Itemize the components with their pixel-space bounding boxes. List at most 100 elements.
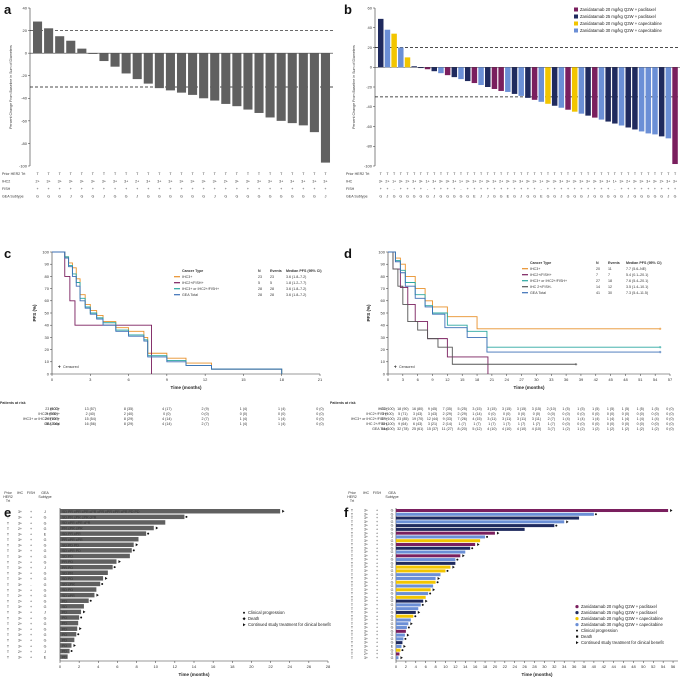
b-row-cell: T [614,172,617,176]
d-risk-cell: 0 (0) [533,412,540,416]
d-risk-cell: 3 (11) [487,417,496,421]
c-risk-cell: 28 (100) [45,422,58,426]
b-row-cell: J [480,195,482,199]
b-row-cell: G [426,195,429,199]
a-row-label: FISH [2,187,11,191]
f-swim-bar [396,648,401,652]
f-continued-marker [437,576,440,580]
a-row-cell: G [92,195,95,199]
a-bar [265,53,275,118]
d-risk-cell: 14 (100) [381,422,394,426]
c-x-tick-label: 3 [89,377,92,382]
d-risk-cell: 6 (43) [413,422,422,426]
b-row-cell: G [466,195,469,199]
e-row-cell: + [30,639,32,643]
a-row-cell: + [192,187,194,191]
f-row-cell: T [351,607,354,611]
a-bar [55,36,65,54]
f-col-header: Trt [350,499,354,503]
d-risk-title: Patients at risk [330,401,356,405]
f-legend-swatch [575,617,579,621]
a-row-cell: + [81,187,83,191]
b-row-cell: T [406,172,409,176]
e-col-header: Trt [6,499,10,503]
e-swim-bar [60,604,84,609]
f-x-tick-label: 12 [453,664,458,669]
e-row-cell: T [7,644,10,648]
e-row-cell: 3+ [18,605,22,609]
a-row-cell: G [180,195,183,199]
b-row-cell: + [627,187,629,191]
c-risk-label: IHC3+ or IHC2+/FISH+ [23,417,60,421]
b-row-cell: J [627,195,629,199]
d-risk-cell: 3 (7) [548,427,555,431]
a-row-cell: T [92,172,95,176]
a-row-cell: G [269,195,272,199]
e-response-text: SD cPR [62,583,75,587]
e-row-cell: 3+ [18,588,22,592]
e-col-header: GEA [41,491,49,495]
f-row-cell: G [391,603,394,607]
c-censored-label: Censored [63,365,79,369]
f-x-tick-label: 46 [621,664,626,669]
a-row-cell: + [36,187,38,191]
d-legend-median: 5.4 (0.1–20.1) [626,273,648,277]
b-bar [444,67,451,76]
d-km-curve [388,251,661,353]
a-row-cell: G [36,195,39,199]
f-row-cell: G [391,550,394,554]
a-row-cell: T [280,172,283,176]
f-x-tick-label: 22 [503,664,508,669]
e-swim-bar [60,559,117,564]
f-swim-bar [396,550,466,554]
d-legend-n: 14 [596,285,600,289]
e-x-axis-label: Time (months) [179,672,210,677]
c-risk-cell: 0 (0) [316,417,323,421]
e-row-cell: + [30,644,32,648]
f-x-tick-label: 30 [542,664,547,669]
e-response-text: SD cPR [62,594,75,598]
b-row-cell: 3+ [379,180,383,184]
d-x-tick-label: 36 [564,377,569,382]
a-bar [77,48,87,54]
a-bar [121,53,131,74]
e-row-cell: G [44,622,47,626]
a-row-cell: G [80,195,83,199]
f-row-cell: T [351,539,354,543]
d-legend-header: N [596,261,599,265]
e-row-cell: + [30,616,32,620]
c-legend-name: GEA Total [182,293,198,297]
e-row-cell: 3+ [18,577,22,581]
c-risk-cell: 2 (9) [201,407,208,411]
a-row-cell: T [70,172,73,176]
a-row-cell: + [125,187,127,191]
b-row-cell: 3+ [526,180,530,184]
d-risk-cell: 1 (14) [472,412,481,416]
b-row-cell: 3+ [559,180,563,184]
f-row-cell: T [351,622,354,626]
b-legend-label: Zanidatamab 30 mg/kg Q2W + capecitabine [580,28,662,33]
b-row-cell: G [379,195,382,199]
b-y-tick-label: -100 [364,163,373,168]
f-row-cell: T [351,531,354,535]
b-row-cell: 3+ [519,180,523,184]
b-row-cell: T [647,172,650,176]
f-x-tick-label: 16 [473,664,478,669]
a-y-axis-label: Percent Change From Baseline in Sum of D… [9,45,13,129]
f-row-cell: 3+ [364,592,368,596]
f-progression-marker [407,626,410,629]
a-y-tick-label: 40 [23,5,28,10]
d-legend-header: Events [608,261,620,265]
f-x-tick-label: 18 [483,664,488,669]
f-row-cell: + [376,509,378,513]
a-bar [276,53,286,121]
d-x-tick-label: 27 [519,377,524,382]
f-row-cell: G [391,546,394,550]
b-row-cell: + [487,187,489,191]
e-progression-marker [132,549,135,552]
f-progression-marker [404,637,407,640]
e-row-cell: 3+ [18,544,22,548]
f-continued-marker [410,622,413,626]
b-row-cell: + [500,187,502,191]
e-row-cell: G [44,577,47,581]
